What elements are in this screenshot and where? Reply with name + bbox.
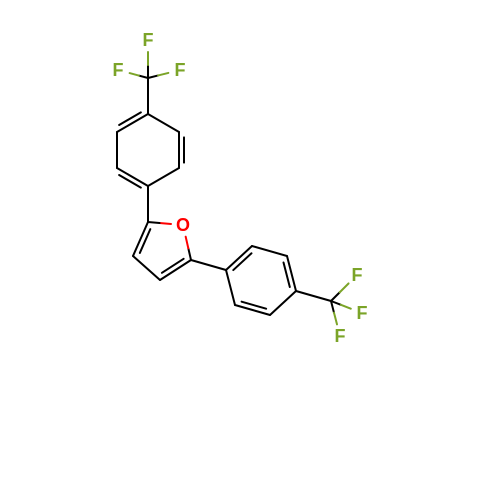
bond xyxy=(252,246,287,256)
bond xyxy=(191,260,226,270)
bond xyxy=(148,168,179,186)
bond xyxy=(334,313,337,325)
bond xyxy=(133,256,160,280)
bond xyxy=(226,246,252,270)
bond xyxy=(119,175,141,188)
bond xyxy=(296,291,331,301)
atom-label-f: F xyxy=(143,30,154,50)
bond xyxy=(158,73,168,76)
atom-label-f: F xyxy=(335,326,346,346)
bond xyxy=(148,75,158,78)
bond xyxy=(119,112,141,125)
bond xyxy=(160,223,172,224)
atom-label-f: F xyxy=(175,60,186,80)
atom-label-f: F xyxy=(357,303,368,323)
atom-label-o: O xyxy=(176,215,190,235)
atom-label-f: F xyxy=(352,265,363,285)
bond xyxy=(270,291,296,315)
bond xyxy=(331,292,340,301)
bond xyxy=(148,114,179,132)
bond xyxy=(235,305,270,315)
bond xyxy=(188,248,191,260)
bond xyxy=(130,73,139,75)
bond xyxy=(148,222,160,223)
bonds-layer xyxy=(117,52,351,324)
bond xyxy=(226,270,235,305)
bond xyxy=(186,237,189,249)
bond xyxy=(287,256,296,291)
bond xyxy=(340,283,349,292)
molecule-diagram: FFFOFFF xyxy=(0,0,500,500)
atom-label-f: F xyxy=(113,60,124,80)
bond xyxy=(140,229,151,253)
bond xyxy=(139,76,148,78)
bond xyxy=(341,305,351,309)
